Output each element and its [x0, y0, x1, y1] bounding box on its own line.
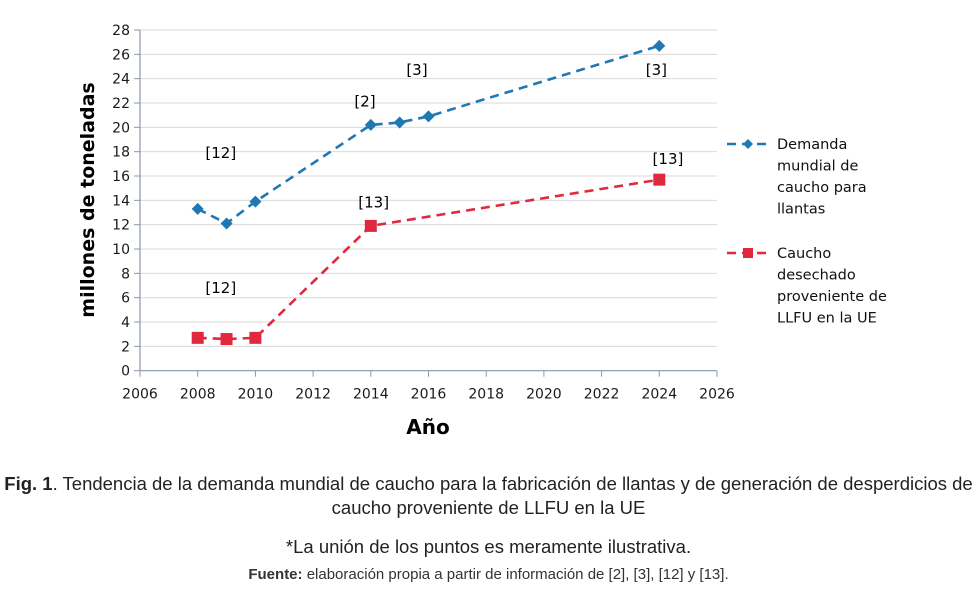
data-point	[249, 195, 262, 208]
data-point	[191, 331, 204, 344]
y-tick-label: 12	[112, 218, 130, 234]
x-axis-label: Año	[406, 415, 449, 439]
y-tick-label: 24	[112, 72, 130, 88]
legend-label: llantas	[777, 202, 825, 218]
data-point	[653, 39, 666, 52]
reference-annotation: [3]	[406, 61, 427, 79]
y-tick-label: 20	[112, 120, 130, 136]
y-tick-label: 14	[112, 193, 130, 209]
legend-label: LLFU en la UE	[777, 311, 877, 327]
x-tick-label: 2018	[468, 387, 504, 403]
legend-label: Caucho	[777, 246, 831, 262]
legend: Demanda mundial de caucho para llantas Cauch…	[727, 137, 887, 327]
series-caucho-desechado	[191, 173, 666, 346]
y-tick-label: 22	[112, 96, 130, 112]
x-tick-label: 2026	[699, 387, 735, 403]
legend-label: proveniente de	[777, 289, 887, 305]
x-tick-label: 2008	[180, 387, 216, 403]
gridlines	[140, 29, 717, 347]
data-point	[422, 110, 435, 123]
legend-marker-diamond-icon	[743, 139, 753, 149]
data-point	[653, 173, 666, 186]
legend-item: Demanda mundial de caucho para llantas	[727, 137, 867, 218]
reference-annotation: [13]	[653, 150, 684, 168]
source-text: elaboración propia a partir de informaci…	[302, 566, 729, 583]
y-axis-label: millones de toneladas	[77, 82, 99, 317]
reference-annotation: [2]	[354, 93, 375, 111]
x-tick-label: 2012	[295, 387, 331, 403]
y-tick-label: 4	[121, 315, 130, 331]
x-tick-label: 2014	[353, 387, 389, 403]
y-tick-label: 16	[112, 169, 130, 185]
y-tick-label: 0	[121, 364, 130, 380]
figure-number: Fig. 1	[4, 473, 53, 494]
x-tick-label: 2024	[641, 387, 677, 403]
data-point	[393, 116, 406, 129]
x-tick-label: 2016	[411, 387, 447, 403]
reference-annotation: [3]	[646, 61, 667, 79]
annotations: [12] [2] [3] [3] [13] [13] [12]	[205, 61, 683, 297]
series-demanda-mundial	[191, 39, 666, 230]
data-point	[364, 118, 377, 131]
legend-label: caucho para	[777, 180, 867, 196]
legend-marker-square-icon	[743, 248, 753, 258]
figure-note: *La unión de los puntos es meramente ilu…	[285, 536, 692, 557]
legend-label: mundial de	[777, 159, 858, 175]
figure-source: Fuente: elaboración propia a partir de i…	[0, 566, 977, 583]
reference-annotation: [12]	[205, 144, 236, 162]
legend-item: Caucho desechado proveniente de LLFU en la …	[727, 246, 887, 327]
y-tick-label: 6	[121, 291, 130, 307]
x-tick-label: 2020	[526, 387, 562, 403]
reference-annotation: [13]	[358, 194, 389, 212]
y-tick-label: 8	[121, 266, 130, 282]
data-point	[220, 217, 233, 230]
y-tick-label: 26	[112, 47, 130, 63]
data-point	[364, 219, 377, 232]
y-tick-label: 28	[112, 23, 130, 39]
axes	[134, 29, 718, 377]
x-tick-label: 2010	[238, 387, 274, 403]
series-group	[191, 39, 666, 346]
source-label: Fuente:	[248, 566, 303, 583]
legend-label: desechado	[777, 268, 856, 284]
reference-annotation: [12]	[205, 279, 236, 297]
y-tick-label: 18	[112, 145, 130, 161]
y-tick-label: 10	[112, 242, 130, 258]
x-tick-label: 2006	[122, 387, 158, 403]
x-tick-label: 2022	[584, 387, 620, 403]
data-point	[220, 333, 233, 346]
data-point	[191, 202, 204, 215]
y-tick-label: 2	[121, 339, 130, 355]
series-line	[197, 44, 660, 225]
figure-caption-text: . Tendencia de la demanda mundial de cau…	[52, 473, 973, 518]
figure-caption: Fig. 1. Tendencia de la demanda mundial …	[0, 472, 977, 520]
data-point	[249, 331, 262, 344]
series-line	[197, 178, 660, 341]
legend-label: Demanda	[777, 137, 847, 153]
